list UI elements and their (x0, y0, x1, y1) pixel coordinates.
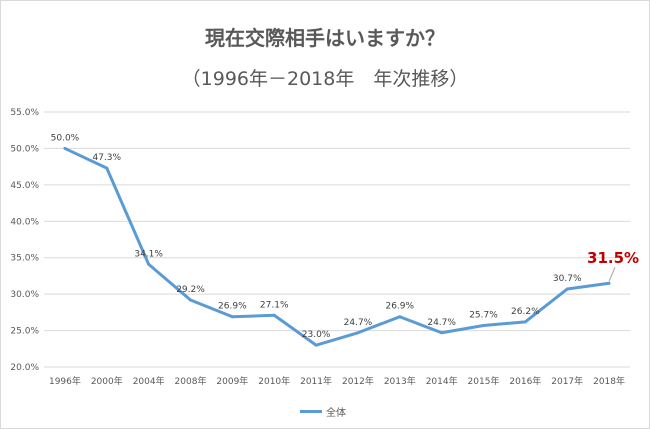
data-point (189, 298, 192, 302)
data-point (398, 315, 402, 319)
x-tick-label: 2015年 (468, 375, 500, 387)
y-tick-label: 30.0% (10, 290, 39, 300)
y-tick-label: 20.0% (10, 363, 39, 373)
x-tick-label: 2008年 (175, 375, 207, 387)
chart-title: 現在交際相手はいますか？ (205, 26, 445, 50)
data-label: 29.2% (176, 285, 205, 295)
x-tick-label: 2010年 (258, 375, 290, 387)
data-label: 47.3% (92, 153, 121, 163)
data-label: 24.7% (427, 318, 456, 328)
x-tick-label: 1996年 (49, 375, 81, 387)
data-point (607, 281, 611, 285)
y-tick-label: 50.0% (10, 144, 39, 154)
data-point (314, 343, 318, 347)
data-label: 26.9% (385, 302, 414, 312)
data-point (272, 313, 276, 317)
legend: 全体 (300, 404, 346, 419)
data-label-highlight: 31.5% (587, 249, 639, 267)
data-label: 23.0% (302, 330, 331, 340)
x-tick-label: 2013年 (384, 375, 416, 387)
data-point (230, 315, 234, 319)
data-label: 24.7% (344, 318, 373, 328)
data-label: 27.1% (260, 300, 289, 310)
data-label: 25.7% (469, 310, 498, 320)
x-tick-label: 2012年 (342, 375, 374, 387)
data-point (356, 331, 360, 335)
x-tick-label: 2009年 (216, 375, 248, 387)
data-point (565, 287, 569, 291)
y-tick-label: 25.0% (10, 327, 39, 337)
data-point (147, 262, 151, 266)
data-point (63, 146, 67, 150)
x-tick-label: 2014年 (426, 375, 458, 387)
chart-subtitle: （1996年－2018年 年次推移） (181, 68, 469, 90)
y-tick-label: 55.0% (10, 108, 39, 118)
legend-label: 全体 (326, 408, 346, 419)
y-tick-label: 45.0% (10, 181, 39, 191)
data-point (105, 166, 109, 170)
x-tick-label: 2018年 (593, 375, 625, 387)
y-tick-label: 40.0% (10, 217, 39, 227)
data-label: 30.7% (553, 274, 582, 284)
data-label: 50.0% (51, 133, 80, 143)
series-line (64, 147, 610, 347)
data-label: 26.2% (511, 307, 540, 317)
data-point (523, 320, 527, 324)
data-point (440, 331, 444, 335)
y-tick-label: 35.0% (10, 254, 39, 264)
legend-swatch (300, 410, 322, 413)
leader-line (608, 267, 616, 282)
data-label: 34.1% (134, 249, 163, 259)
x-tick-label: 2016年 (509, 375, 541, 387)
x-tick-label: 2000年 (91, 375, 123, 387)
x-tick-label: 2017年 (551, 375, 583, 387)
x-tick-label: 2004年 (133, 375, 165, 387)
x-tick-label: 2011年 (300, 375, 332, 387)
data-label: 26.9% (218, 302, 247, 312)
data-point (482, 323, 485, 327)
